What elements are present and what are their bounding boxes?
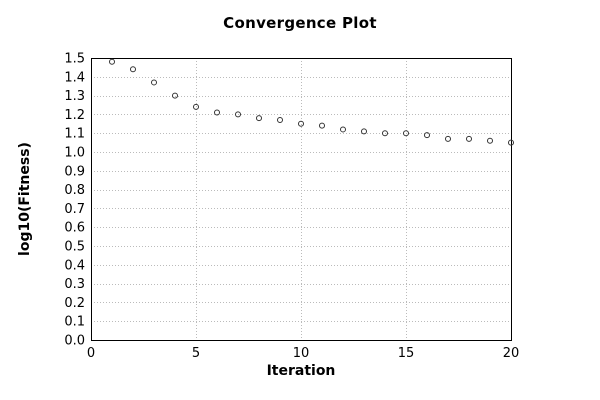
y-axis-tick-label: 0.4 <box>64 258 85 273</box>
chart-title: Convergence Plot <box>223 14 377 32</box>
data-point <box>508 139 514 146</box>
data-point <box>466 135 472 142</box>
data-point <box>277 117 283 124</box>
data-point <box>298 120 304 127</box>
y-axis-tick-label: 0.7 <box>64 202 85 217</box>
x-axis-tick-label: 0 <box>87 346 95 361</box>
data-point <box>172 92 178 99</box>
axis-tick-labels: 0.0 0.1 0.2 0.3 0.4 0.5 0.6 0.7 0.8 0.9 1.0 1.1 1.2 1… <box>64 52 519 362</box>
data-point <box>109 58 115 65</box>
data-point <box>445 135 451 142</box>
data-point <box>361 128 367 135</box>
data-point <box>340 126 346 133</box>
scatter-data-points <box>109 58 514 146</box>
x-axis-tick-label: 20 <box>503 346 520 361</box>
y-axis-tick-label: 0.9 <box>64 164 85 179</box>
data-point <box>193 103 199 110</box>
data-point <box>487 137 493 144</box>
y-axis-tick-label: 0.8 <box>64 183 85 198</box>
plot-border <box>91 58 512 341</box>
y-axis-tick-label: 0.3 <box>64 277 85 292</box>
data-point <box>235 111 241 118</box>
data-point <box>382 130 388 137</box>
y-axis-tick-label: 0.1 <box>64 315 85 330</box>
y-axis-tick-label: 0.5 <box>64 240 85 255</box>
y-axis-tick-label: 1.3 <box>64 89 85 104</box>
data-point <box>424 132 430 139</box>
y-axis-tick-label: 0.0 <box>64 334 85 349</box>
gridlines <box>91 58 511 340</box>
data-point <box>130 66 136 73</box>
y-axis-tick-label: 0.6 <box>64 221 85 236</box>
y-axis-tick-label: 1.5 <box>64 52 85 67</box>
y-axis-tick-label: 0.2 <box>64 296 85 311</box>
data-point <box>214 109 220 116</box>
y-axis-tick-label: 1.2 <box>64 108 85 123</box>
data-point <box>319 122 325 129</box>
data-point <box>403 130 409 137</box>
data-point <box>256 115 262 122</box>
y-axis-tick-label: 1.1 <box>64 127 85 142</box>
x-axis-tick-label: 5 <box>192 346 200 361</box>
y-axis-tick-label: 1.4 <box>64 70 85 85</box>
x-axis-tick-label: 15 <box>398 346 415 361</box>
x-axis-title: Iteration <box>266 363 336 379</box>
x-axis-tick-label: 10 <box>293 346 310 361</box>
data-point <box>151 79 157 86</box>
y-axis-tick-label: 1.0 <box>64 146 85 161</box>
